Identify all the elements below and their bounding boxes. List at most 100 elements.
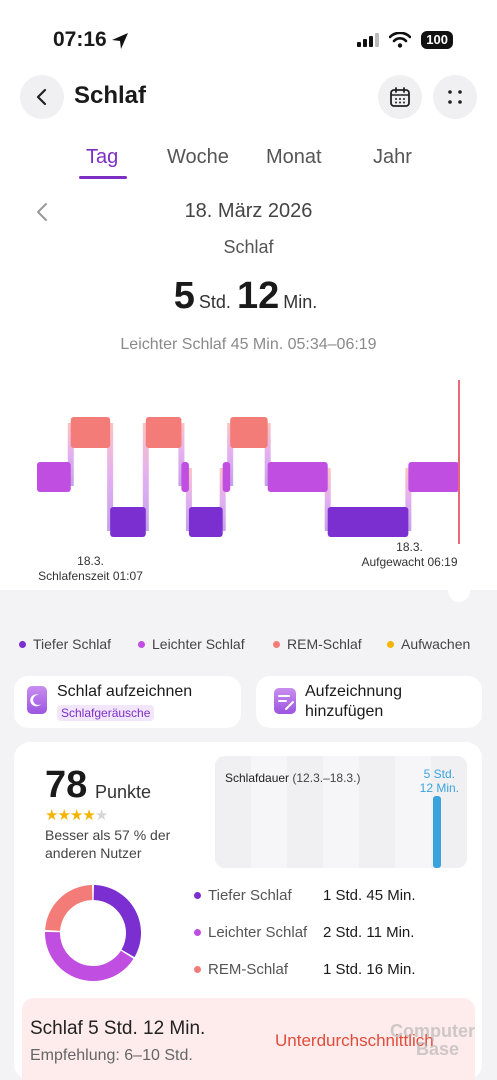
moon-icon [27,686,47,714]
sleep-sounds-badge[interactable]: Schlafgeräusche [57,705,155,721]
selected-date: 18. März 2026 [184,200,313,222]
duration-hours: 5 [173,275,195,317]
breakdown-name: Tiefer Schlaf [194,887,292,904]
score-unit: Punkte [95,782,152,802]
metric-label: Schlaf [223,237,274,257]
weekly-value-minutes: 12 Min. [419,781,459,795]
legend-light: Leichter Schlaf [138,636,245,652]
star-icon: ★ [94,807,108,824]
legend-awake: Aufwachen [387,636,470,652]
bedtime-caption: 18.3. Schlafenszeit 01:07 [28,554,153,584]
page-title: Schlaf [74,82,147,109]
legend-label: REM-Schlaf [287,636,362,652]
weekly-chart-grid [215,756,467,868]
previous-day-button[interactable] [33,200,53,224]
breakdown-row-light: Leichter Schlaf 2 Std. 11 Min. [174,924,464,944]
weekly-chart-range: (12.3.–18.3.) [292,771,361,785]
watermark-line1: Computer [390,1021,475,1041]
sleep-stage-svg [37,380,460,544]
score-comparison: Besser als 57 % der anderen Nutzer [45,827,171,861]
note-edit-icon [274,688,296,714]
legend-dot [19,640,26,648]
summary-title: Schlaf 5 Std. 12 Min. [30,1018,206,1039]
stage-legend: Tiefer Schlaf Leichter Schlaf REM-Schlaf… [0,636,497,656]
stage-block [408,462,459,492]
stage-block [110,507,146,537]
weekly-chart-title-text: Schlafdauer [225,771,290,785]
stage-transition [219,468,226,531]
add-record-label: Aufzeichnung hinzufügen [305,683,402,720]
status-bar: 07:16 100 [0,0,497,70]
calendar-icon [390,87,410,107]
cellular-signal-icon [357,33,380,47]
score-value: 78 [45,764,88,806]
legend-dot [273,640,280,648]
duration-hours-unit: Std. [198,292,231,312]
breakdown-value: 1 Std. 16 Min. [323,961,416,978]
active-tab-indicator [79,176,127,179]
watermark-line2: Base [416,1039,460,1059]
weekly-chart-title: Schlafdauer (12.3.–18.3.) [225,771,360,785]
bedtime-label: Schlafenszeit 01:07 [38,569,143,583]
donut-slice [45,931,134,981]
score-stars: ★★★★★ [45,806,108,824]
record-sleep-label: Schlaf aufzeichnen [57,683,193,700]
weekly-value-hours: 5 Std. [423,767,455,781]
breakdown-value: 1 Std. 45 Min. [323,887,416,904]
breakdown-value: 2 Std. 11 Min. [323,924,415,941]
breakdown-label: Leichter Schlaf [208,924,308,941]
tab-month[interactable]: Monat [266,146,322,168]
legend-dot [387,640,394,648]
duration-minutes: 12 [236,275,280,317]
wake-caption: 18.3. Aufgewacht 06:19 [352,540,467,570]
tab-year[interactable]: Jahr [373,146,412,168]
calendar-button[interactable] [378,75,422,119]
sleep-summary-card[interactable]: Schlaf 5 Std. 12 Min. Empfehlung: 6–10 S… [22,998,475,1080]
star-icon: ★ [45,807,58,824]
status-time: 07:16 [53,28,107,51]
stage-transition [227,423,234,486]
stage-block [70,417,111,448]
more-button[interactable] [433,75,477,119]
stage-block [267,462,328,492]
battery-indicator: 100 [421,31,453,49]
weekly-duration-chart[interactable]: Schlafdauer (12.3.–18.3.) 5 Std. 12 Min. [215,756,467,868]
selected-stage-info: Leichter Schlaf 45 Min. 05:34–06:19 [120,336,377,353]
more-dots-icon [448,90,462,104]
star-icon: ★ [82,807,95,824]
stage-donut-chart [45,885,141,981]
back-button[interactable] [20,75,64,119]
breakdown-label: REM-Schlaf [208,961,289,978]
stage-transition [405,468,412,531]
legend-deep: Tiefer Schlaf [19,636,111,652]
stage-transition [324,468,331,531]
breakdown-dot [194,966,201,973]
stage-block [222,462,231,492]
cursor-handle-icon[interactable] [429,582,489,618]
stage-block [188,507,223,537]
period-tabs: Tag Woche Monat Jahr [0,140,497,180]
date-navigation: 18. März 2026 [0,198,497,228]
breakdown-row-rem: REM-Schlaf 1 Std. 16 Min. [174,961,464,981]
wake-date: 18.3. [396,540,423,554]
stage-transition [178,423,185,486]
breakdown-dot [194,929,201,936]
tab-week[interactable]: Woche [167,146,229,168]
summary-recommendation: Empfehlung: 6–10 Std. [30,1047,193,1064]
stage-transition [185,468,192,531]
sleep-stage-chart[interactable]: 18.3. Schlafenszeit 01:07 18.3. Aufgewac… [0,378,497,590]
bedtime-date: 18.3. [77,554,104,568]
summary-status: Unterdurchschnittlich [275,1031,434,1050]
add-record-button[interactable]: Aufzeichnung hinzufügen [256,676,482,728]
star-icon: ★ [57,807,70,824]
wifi-icon [389,32,412,48]
tab-day[interactable]: Tag [86,146,119,168]
stage-transition [142,423,149,531]
stage-transition [67,423,74,486]
legend-dot [138,640,145,648]
star-icon: ★ [69,807,83,824]
stage-block [181,462,189,492]
weekly-chart-value: 5 Std. 12 Min. [420,767,459,795]
record-sleep-button[interactable]: Schlaf aufzeichnen Schlafgeräusche [14,676,241,728]
breakdown-name: Leichter Schlaf [194,924,307,941]
